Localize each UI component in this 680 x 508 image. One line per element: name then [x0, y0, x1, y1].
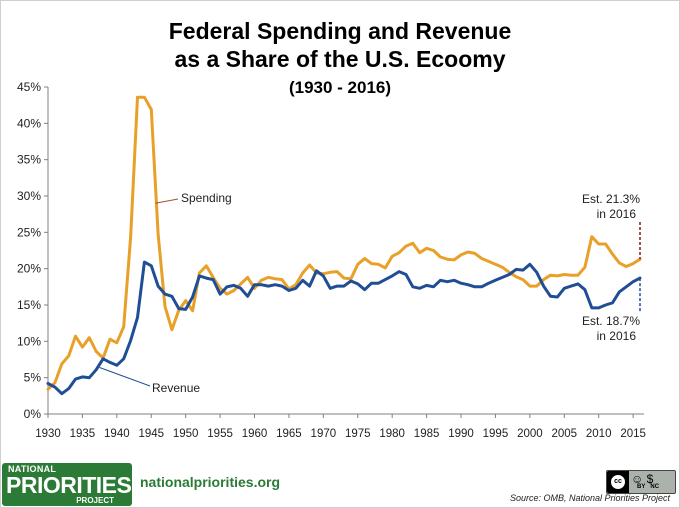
chart-subtitle: (1930 - 2016) [288, 78, 392, 97]
line-chart: 0% 5% 10% 15% 20% 25% 30% 35% 40% 45% 1930 1935 1940… [17, 80, 646, 440]
spending-estimate-label-line2: in 2016 [597, 207, 637, 221]
y-tick-label: 25% [17, 225, 41, 239]
revenue-leader-line [99, 367, 151, 387]
x-tick-label: 1975 [345, 428, 371, 440]
revenue-estimate-label: Est. 18.7% [582, 314, 640, 328]
x-tick-label: 1950 [173, 428, 199, 440]
cc-nc-label: NC [650, 484, 660, 490]
cc-mark: cc [610, 474, 626, 490]
x-tick-label: 1930 [35, 428, 61, 440]
y-tick-label: 0% [24, 407, 42, 421]
website-link[interactable]: nationalpriorities.org [140, 474, 281, 490]
chart-title-line1: Federal Spending and Revenue [168, 18, 512, 44]
x-tick-label: 1980 [379, 428, 405, 440]
chart-title-line2: as a Share of the U.S. Ecoomy [174, 46, 506, 72]
x-tick-label: 2015 [620, 428, 646, 440]
x-tick-label: 1985 [414, 428, 440, 440]
spending-estimate-label: Est. 21.3% [582, 192, 640, 206]
source-note: Source: OMB, National Priorities Project [509, 493, 670, 503]
x-tick-label: 2005 [551, 428, 577, 440]
y-tick-label: 30% [17, 189, 41, 203]
revenue-estimate-label-line2: in 2016 [597, 329, 637, 343]
x-tick-label: 1960 [242, 428, 268, 440]
cc-license-badge: cc ☺ $ BY NC [606, 470, 676, 494]
x-tick-label: 1970 [311, 428, 337, 440]
npp-logo: NATIONAL PRIORITIES PROJECT [2, 463, 132, 506]
revenue-label: Revenue [152, 381, 200, 395]
series-line-revenue [46, 260, 642, 396]
y-tick-label: 10% [17, 334, 41, 348]
cc-by-label: BY [637, 484, 646, 490]
spending-leader-line [155, 198, 179, 204]
series-line-spending [46, 95, 642, 391]
logo-top-text: NATIONAL [8, 464, 57, 474]
spending-label: Spending [181, 191, 232, 205]
x-tick-label: 2010 [586, 428, 612, 440]
x-tick-label: 1965 [276, 428, 302, 440]
x-tick-label: 1995 [483, 428, 509, 440]
y-tick-label: 35% [17, 153, 41, 167]
logo-bottom-text: PROJECT [76, 496, 114, 505]
x-tick-label: 1935 [70, 428, 96, 440]
logo-main-text: PRIORITIES [6, 472, 132, 498]
y-tick-label: 40% [17, 116, 41, 130]
y-tick-label: 15% [17, 298, 41, 312]
cc-labels: BY NC [637, 484, 659, 490]
x-tick-label: 1990 [448, 428, 474, 440]
x-tick-label: 1955 [207, 428, 233, 440]
x-tick-label: 2000 [517, 428, 543, 440]
x-tick-label: 1945 [138, 428, 164, 440]
y-tick-label: 20% [17, 262, 41, 276]
cc-by-nc-icon: ☺ $ [631, 472, 654, 486]
y-tick-label: 45% [17, 80, 41, 94]
cc-logo: cc [607, 471, 629, 493]
y-tick-label: 5% [24, 371, 42, 385]
x-tick-label: 1940 [104, 428, 130, 440]
